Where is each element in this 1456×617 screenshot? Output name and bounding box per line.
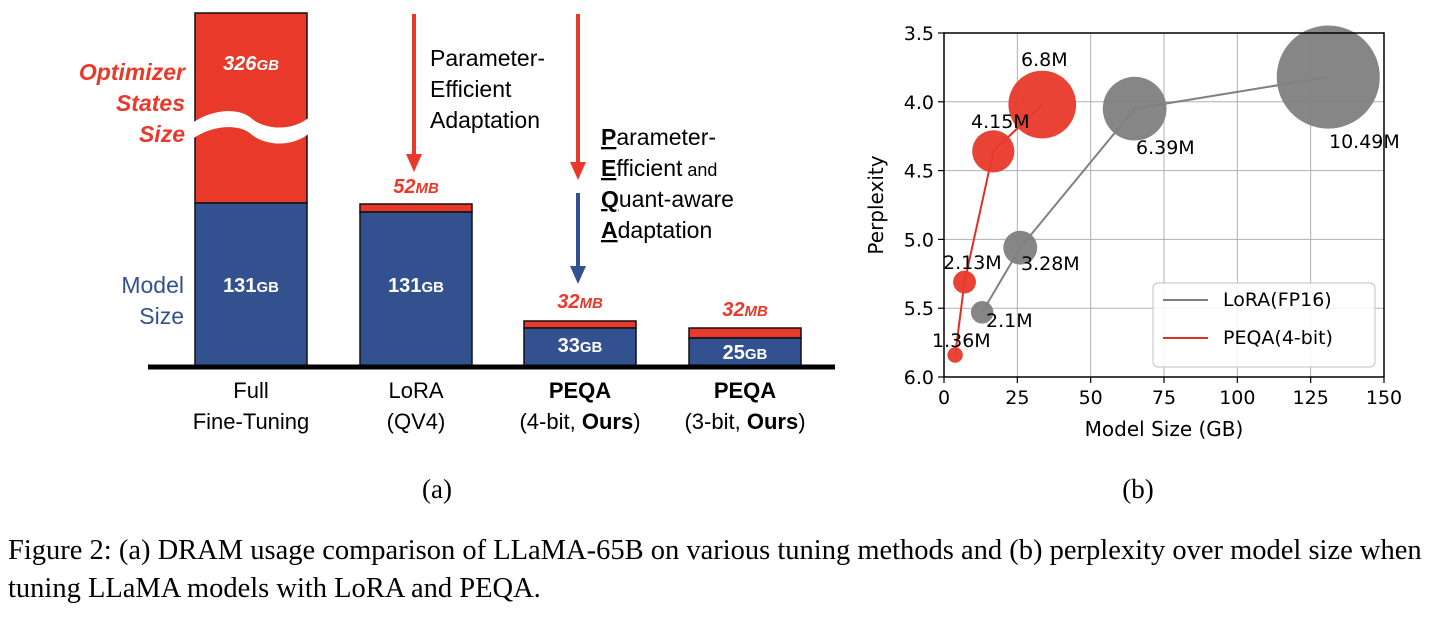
point-label: 2.13M xyxy=(943,252,1002,274)
category-label-line1: PEQA xyxy=(714,378,776,403)
panel-label-b: (b) xyxy=(1122,474,1153,504)
scatter-point xyxy=(1008,70,1077,139)
side-label-optimizer: Optimizer xyxy=(79,59,186,85)
bar-group-2: 131GB 52MB LoRA (QV4) xyxy=(359,176,473,434)
category-label-line2: Fine-Tuning xyxy=(193,409,310,434)
y-tick-label: 5.5 xyxy=(904,298,934,320)
point-label: 6.8M xyxy=(1021,49,1068,71)
y-tick-label: 4.0 xyxy=(904,92,934,114)
scatter-point xyxy=(947,347,963,363)
x-tick-label: 100 xyxy=(1219,387,1255,409)
point-label: 4.15M xyxy=(971,111,1030,133)
scatter-point xyxy=(1102,76,1167,141)
x-tick-label: 50 xyxy=(1079,387,1103,409)
bar-optimizer-states xyxy=(688,327,802,339)
side-label-model: Model xyxy=(121,272,184,298)
annotation-pea-line: Adaptation xyxy=(430,107,540,133)
panel-b-perplexity-scatter: 2.1M 3.28M 6.39M 10.49M 1.36M 2.13M 4.15M 6.8M 0… xyxy=(864,23,1402,504)
annotation-pea-line: Parameter- xyxy=(430,45,545,71)
optimizer-size-label: 52MB xyxy=(393,176,439,198)
side-label-optimizer: States xyxy=(116,90,185,116)
legend: LoRA(FP16) PEQA(4-bit) xyxy=(1152,282,1376,368)
y-tick-label: 6.0 xyxy=(904,367,934,389)
category-label-line1: LoRA xyxy=(388,378,443,403)
panel-label-a: (a) xyxy=(422,474,452,504)
legend-box xyxy=(1152,282,1376,368)
legend-label: PEQA(4-bit) xyxy=(1223,327,1333,349)
side-label-optimizer: Size xyxy=(139,121,185,147)
bar-group-1: 131GB 326GB Full Fine-Tuning xyxy=(191,12,311,434)
arrow-peqa-red-head xyxy=(570,162,586,180)
optimizer-size-label: 326GB xyxy=(223,53,279,75)
optimizer-size-label: 32MB xyxy=(722,299,768,321)
annotation-peqa-line: Adaptation xyxy=(601,217,712,243)
point-label: 1.36M xyxy=(932,330,991,352)
y-tick-label: 4.5 xyxy=(904,161,934,183)
arrow-peqa-blue-head xyxy=(570,266,586,284)
figure-caption: Figure 2: (a) DRAM usage comparison of L… xyxy=(8,535,1422,604)
scatter-points xyxy=(947,25,1380,363)
bar-optimizer-states xyxy=(359,203,473,213)
annotation-peqa-line: Efficient and xyxy=(601,155,717,181)
category-label-line2: (QV4) xyxy=(387,409,446,434)
category-label-line2: (4-bit, Ours) xyxy=(519,409,640,434)
bar-model-size xyxy=(688,337,802,367)
arrow-pea-head xyxy=(406,154,422,172)
x-tick-label: 75 xyxy=(1152,387,1176,409)
scatter-point xyxy=(1003,230,1038,265)
axis-break-mark xyxy=(191,111,311,144)
bar-optimizer-states xyxy=(523,320,637,329)
optimizer-size-label: 32MB xyxy=(557,291,603,313)
x-tick-label: 125 xyxy=(1293,387,1329,409)
y-tick-label: 5.0 xyxy=(904,229,934,251)
series-line-peqa xyxy=(954,103,1043,356)
annotation-peqa-line: Parameter- xyxy=(601,124,716,150)
point-label: 6.39M xyxy=(1136,137,1195,159)
bar-group-4: 25GB 32MB PEQA (3-bit, Ours) xyxy=(684,299,805,434)
category-label-line1: PEQA xyxy=(549,378,611,403)
category-label-line2: (3-bit, Ours) xyxy=(684,409,805,434)
bar-model-size xyxy=(194,202,308,367)
x-tick-label: 150 xyxy=(1366,387,1402,409)
series-line-lora xyxy=(981,76,1329,313)
x-tick-label: 0 xyxy=(938,387,950,409)
annotation-pea-line: Efficient xyxy=(430,76,512,102)
x-axis-label: Model Size (GB) xyxy=(1085,417,1244,441)
y-axis-label: Perplexity xyxy=(864,155,888,254)
point-label: 3.28M xyxy=(1021,253,1080,275)
panel-a-dram-bar-chart: 131GB 326GB Full Fine-Tuning 131GB 52MB LoRA (Q… xyxy=(79,12,835,504)
scatter-point xyxy=(1276,25,1380,129)
x-tick-label: 25 xyxy=(1005,387,1029,409)
point-label: 2.1M xyxy=(986,310,1033,332)
side-label-model: Size xyxy=(139,303,184,329)
y-tick-label: 3.5 xyxy=(904,23,934,45)
annotation-peqa-line: Quant-aware xyxy=(601,186,734,212)
legend-label: LoRA(FP16) xyxy=(1223,289,1332,311)
model-size-label: 25GB xyxy=(723,342,768,364)
scatter-point xyxy=(970,301,994,324)
bar-model-size xyxy=(359,211,473,367)
model-size-label: 131GB xyxy=(223,275,279,297)
model-size-label: 33GB xyxy=(558,335,603,357)
point-label: 10.49M xyxy=(1329,131,1400,153)
scatter-point xyxy=(953,270,976,294)
model-size-label: 131GB xyxy=(388,275,444,297)
category-label-line1: Full xyxy=(233,378,268,403)
bar-group-3: 33GB 32MB PEQA (4-bit, Ours) xyxy=(519,291,640,434)
bar-optimizer-states xyxy=(194,12,308,204)
scatter-point xyxy=(972,130,1015,173)
